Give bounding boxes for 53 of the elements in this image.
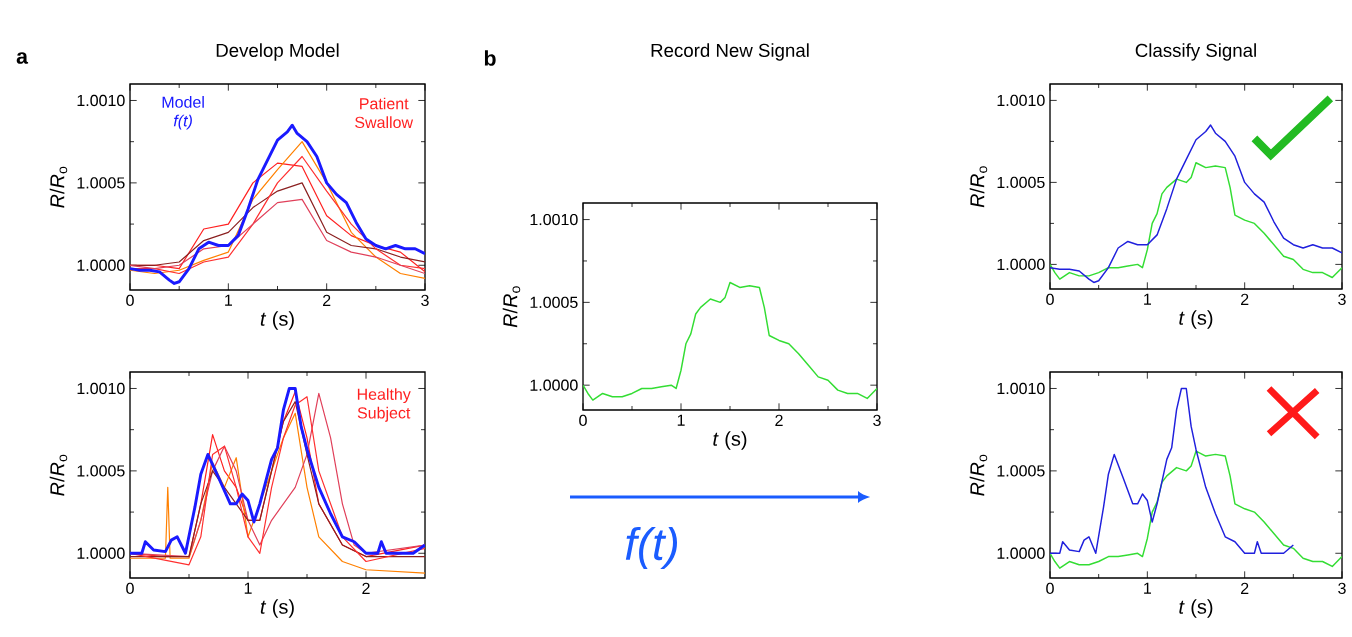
- x-tick-label: 0: [126, 582, 134, 595]
- x-tick-label: 1: [677, 414, 685, 426]
- chart-title: Develop Model: [216, 43, 339, 61]
- chart-title: Record New Signal: [651, 43, 809, 61]
- y-tick-label: 1.0010: [77, 94, 125, 107]
- x-axis-title: t (s): [260, 599, 294, 618]
- y-tick-label: 1.0005: [77, 465, 125, 477]
- x-tick-label: 0: [1046, 582, 1054, 595]
- text: a: [16, 52, 29, 64]
- y-axis-title: R/R$_{o}$: [502, 286, 521, 328]
- x-axis-title: t (s): [260, 311, 294, 330]
- x-tick-label: 2: [775, 414, 783, 426]
- x-tick-label: 2: [323, 294, 331, 306]
- text: Model f(t): [162, 96, 204, 130]
- x-axis-title: t (s): [1179, 310, 1213, 329]
- x-tick-label: 2: [362, 582, 370, 594]
- x-axis-title: t (s): [1179, 599, 1213, 618]
- x-tick-label: 1: [1144, 293, 1152, 305]
- y-tick-label: 1.0010: [77, 382, 125, 395]
- y-tick-label: 1.0005: [997, 176, 1045, 189]
- x-tick-label: 3: [421, 294, 429, 307]
- y-axis-title: R/R$_{o}$: [969, 454, 988, 496]
- text: f(t): [625, 526, 678, 570]
- x-tick-label: 1: [1144, 582, 1152, 594]
- y-tick-label: 1.0000: [997, 258, 1045, 271]
- y-tick-label: 1.0010: [530, 213, 578, 226]
- y-axis-title: R/R$_{o}$: [969, 166, 988, 208]
- x-tick-label: 0: [126, 294, 134, 307]
- y-tick-label: 1.0005: [997, 465, 1045, 477]
- x-tick-label: 0: [1046, 293, 1054, 306]
- text: Healthy Subject: [357, 388, 411, 422]
- x-tick-label: 3: [1338, 582, 1346, 595]
- y-tick-label: 1.0005: [77, 177, 125, 189]
- y-tick-label: 1.0005: [530, 296, 578, 309]
- y-tick-label: 1.0010: [997, 382, 1045, 395]
- text: Patient Swallow: [355, 97, 414, 129]
- x-tick-label: 1: [225, 294, 232, 306]
- y-tick-label: 1.0010: [997, 94, 1045, 107]
- y-tick-label: 1.0000: [77, 259, 125, 271]
- x-tick-label: 0: [579, 414, 587, 427]
- x-tick-label: 2: [1241, 582, 1249, 594]
- x-tick-label: 2: [1241, 293, 1249, 305]
- text: b: [484, 50, 496, 66]
- y-tick-label: 1.0000: [997, 547, 1045, 559]
- x-tick-label: 3: [873, 414, 881, 427]
- y-tick-label: 1.0000: [530, 379, 578, 391]
- chart-title: Classify Signal: [1135, 43, 1256, 61]
- y-axis-title: R/R$_{o}$: [49, 166, 68, 208]
- x-axis-title: t (s): [713, 431, 747, 450]
- y-axis-title: R/R$_{o}$: [49, 454, 68, 496]
- x-tick-label: 3: [1338, 293, 1346, 306]
- x-tick-label: 1: [244, 582, 252, 594]
- y-tick-label: 1.0000: [77, 547, 125, 559]
